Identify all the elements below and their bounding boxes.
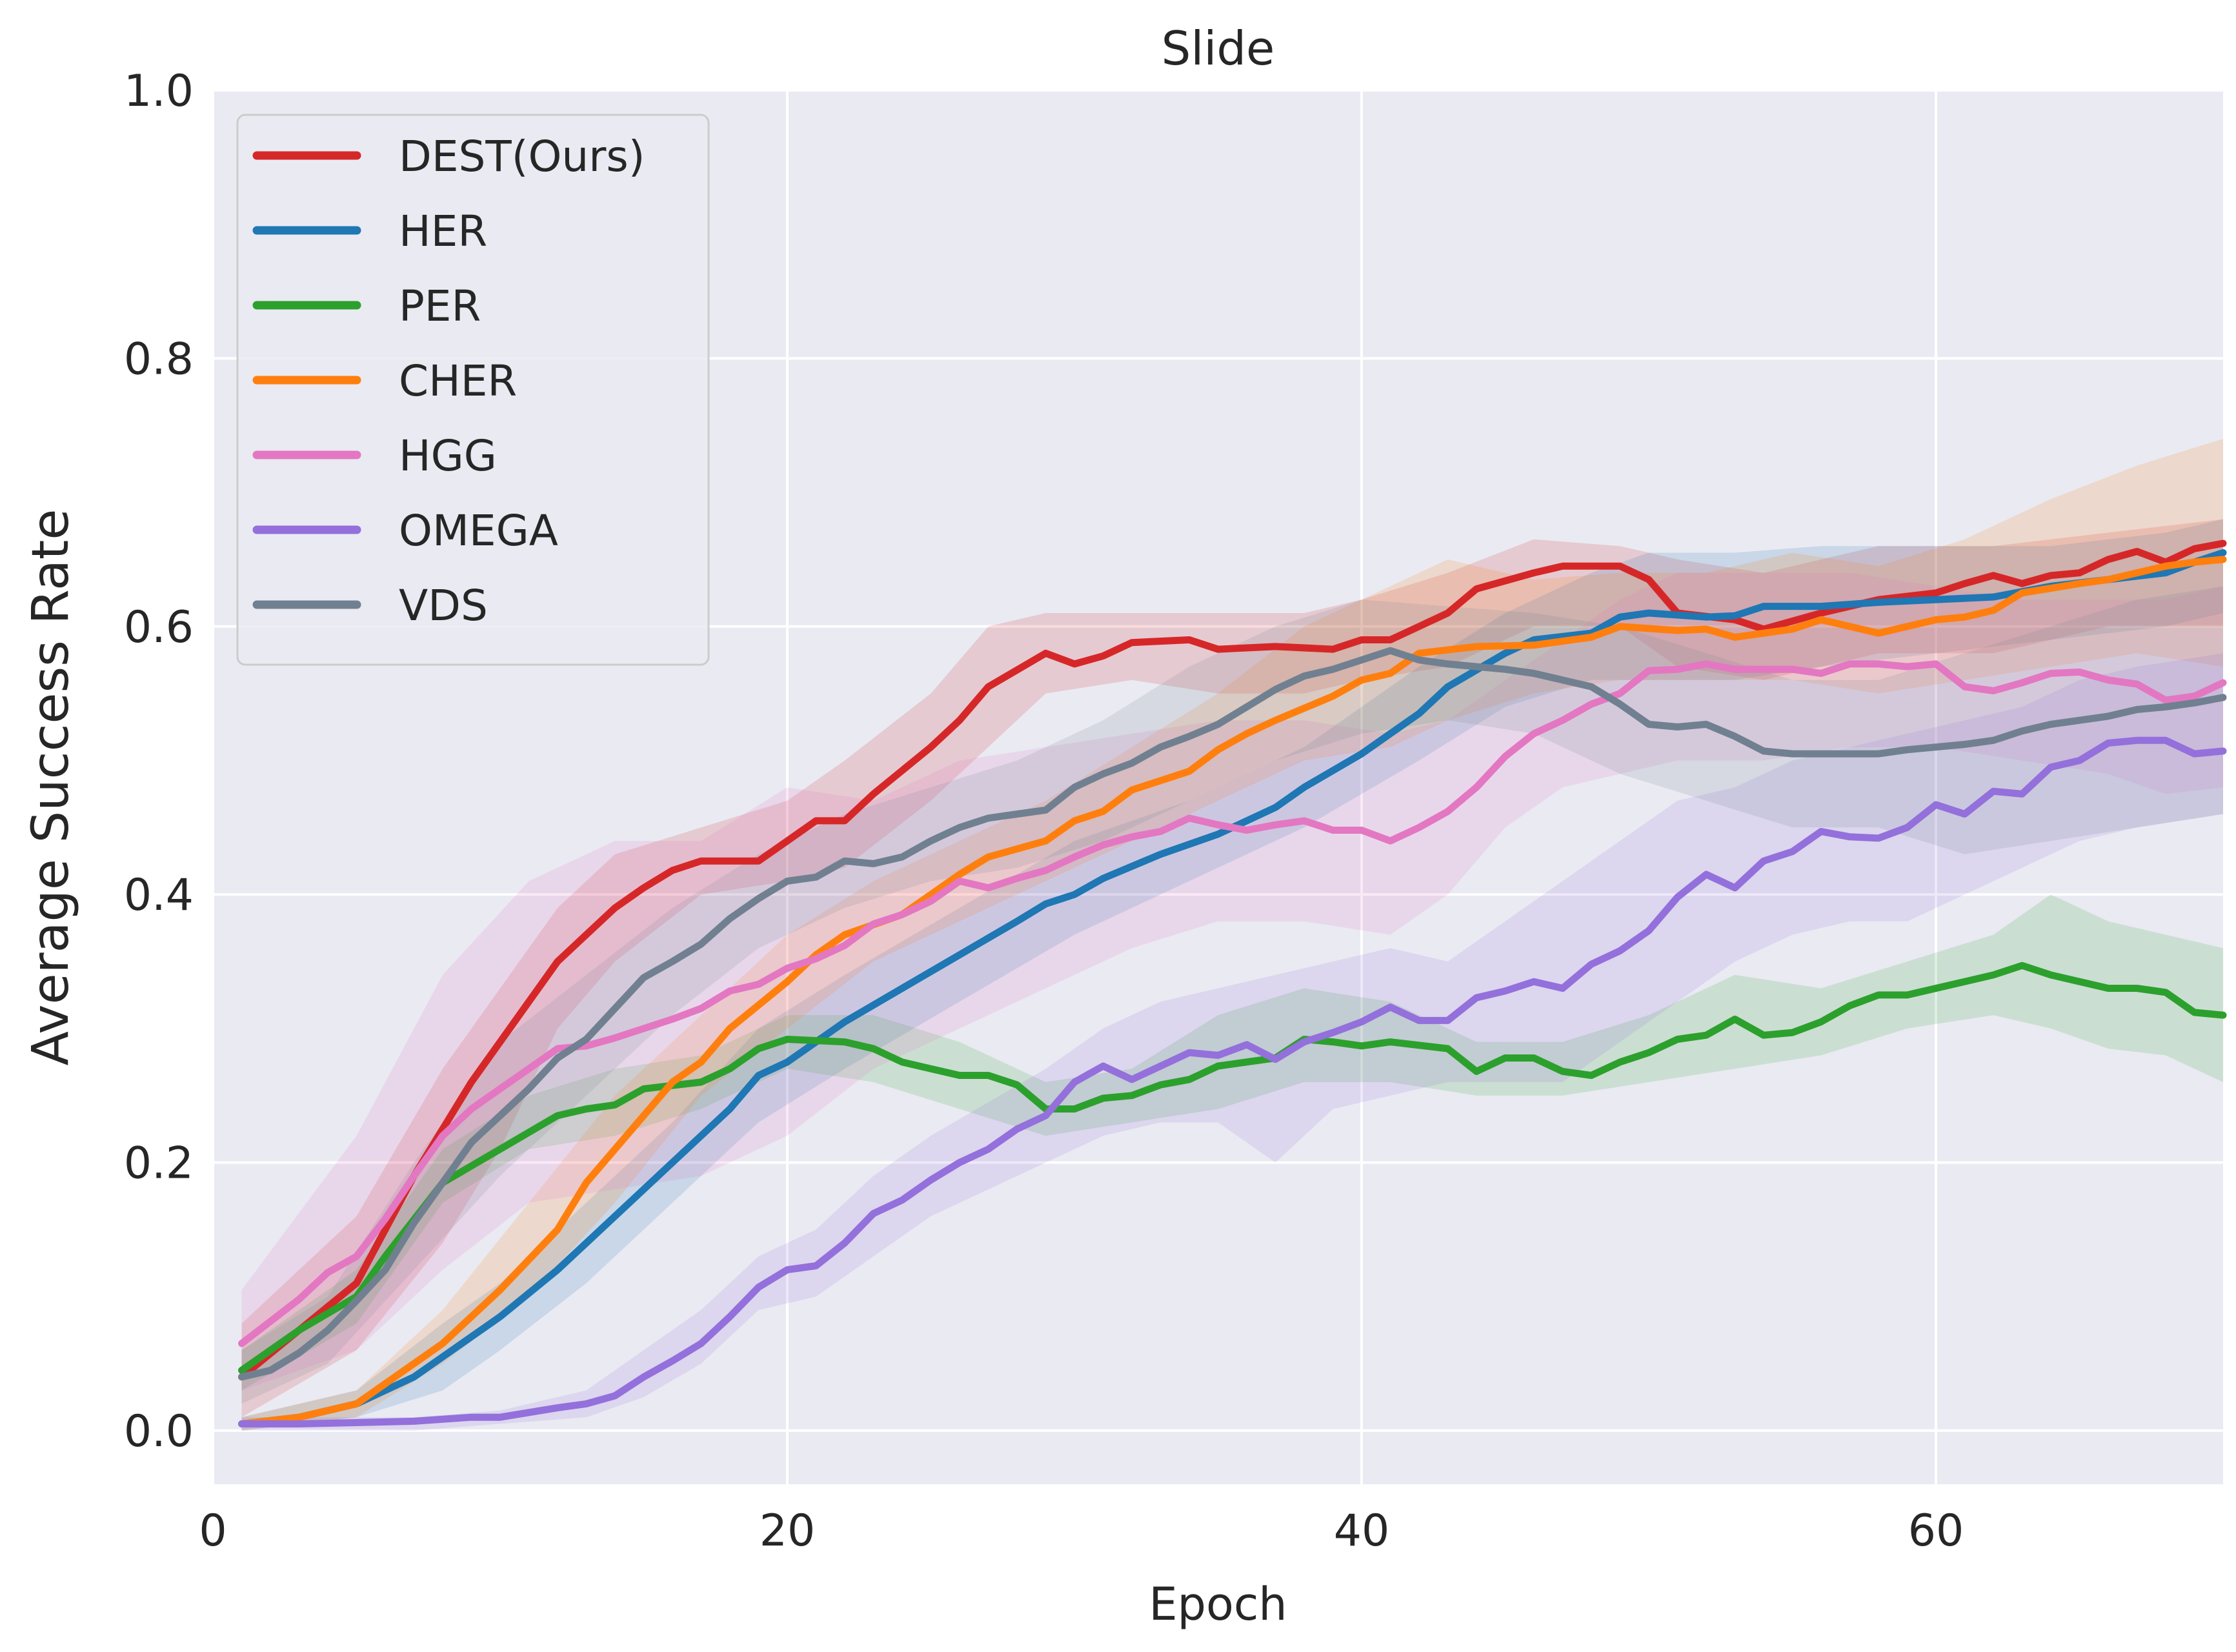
series-lines — [238, 539, 2227, 1427]
band-cher — [241, 439, 2223, 1431]
legend-label-dest-ours: DEST(Ours) — [399, 132, 645, 181]
x-tick-label: 60 — [1908, 1506, 1964, 1556]
legend-label-omega: OMEGA — [399, 506, 558, 556]
y-tick-labels: 0.0 0.2 0.4 0.6 0.8 1.0 — [124, 66, 194, 1457]
legend-label-hgg: HGG — [399, 431, 497, 481]
chart-title: Slide — [1162, 21, 1275, 76]
band-dest-ours — [241, 519, 2223, 1418]
y-tick-label: 1.0 — [124, 66, 194, 117]
x-tick-labels: 0 20 40 60 — [199, 1506, 1964, 1556]
legend: DEST(Ours) HER PER CHER HGG OMEGA VDS — [236, 114, 710, 666]
band-omega — [241, 653, 2223, 1431]
legend-label-per: PER — [399, 281, 481, 331]
band-vds — [241, 586, 2223, 1404]
band-per — [241, 894, 2223, 1391]
y-tick-label: 0.6 — [124, 602, 194, 653]
series-line-cher — [238, 556, 2227, 1427]
x-tick-label: 20 — [760, 1506, 816, 1556]
series-line-her — [238, 549, 2227, 1427]
series-line-omega — [238, 736, 2227, 1427]
y-tick-label: 0.2 — [124, 1138, 194, 1189]
x-tick-label: 0 — [199, 1506, 227, 1556]
x-tick-label: 40 — [1334, 1506, 1390, 1556]
legend-label-her: HER — [399, 206, 487, 256]
series-line-vds — [238, 647, 2227, 1381]
series-line-hgg — [238, 660, 2227, 1347]
y-tick-label: 0.8 — [124, 334, 194, 385]
y-tick-label: 0.4 — [124, 870, 194, 921]
legend-label-cher: CHER — [399, 356, 517, 406]
band-her — [241, 519, 2223, 1431]
legend-label-vds: VDS — [399, 581, 488, 630]
y-tick-label: 0.0 — [124, 1406, 194, 1457]
series-line-dest-ours — [238, 539, 2227, 1381]
x-axis-label: Epoch — [1149, 1578, 1287, 1631]
y-axis-label: Average Success Rate — [22, 509, 80, 1066]
